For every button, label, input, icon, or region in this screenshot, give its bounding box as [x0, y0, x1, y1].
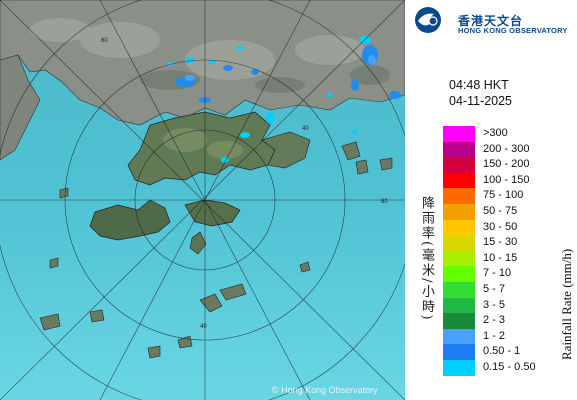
- legend-swatch: [443, 203, 475, 220]
- legend-swatch: [443, 297, 475, 314]
- observation-date: 04-11-2025: [449, 94, 513, 108]
- legend-label: 75 - 100: [483, 189, 524, 202]
- legend-label: 100 - 150: [483, 173, 530, 186]
- range-rings: [0, 0, 405, 400]
- legend-label: 50 - 75: [483, 204, 518, 217]
- legend-swatch: [443, 313, 475, 329]
- hko-logo: 香港天文台 HONG KONG OBSERVATORY: [410, 5, 577, 37]
- legend-label: 150 - 200: [483, 158, 530, 171]
- legend-label: >300: [483, 127, 508, 139]
- observation-time: 04:48 HKT: [449, 78, 509, 92]
- mainland-west: [0, 54, 41, 161]
- legend-label: 1 - 2: [483, 329, 506, 342]
- legend-title-chinese: 降雨率(毫米/小時): [419, 196, 434, 322]
- legend-swatch: [443, 172, 475, 189]
- legend-swatch: [443, 266, 475, 282]
- legend-label: 30 - 50: [483, 220, 518, 233]
- sai-kung-peninsula: [261, 131, 311, 169]
- legend-swatch: [443, 157, 475, 173]
- lamma-island: [189, 231, 207, 255]
- radar-map: 60 40 60 40 © Hong Kong Observatory: [0, 0, 405, 400]
- legend-label: 15 - 30: [483, 236, 518, 249]
- legend-swatch: [443, 188, 475, 204]
- legend-label: 10 - 15: [483, 251, 518, 264]
- legend-label: 5 - 7: [483, 282, 506, 295]
- radar-echoes: [167, 36, 401, 163]
- legend-swatch: [443, 250, 475, 267]
- legend-label: 0.15 - 0.50: [483, 360, 536, 373]
- legend-swatch: [443, 344, 475, 360]
- ring-label: 40: [302, 126, 309, 132]
- legend-label: 0.50 - 1: [483, 345, 521, 358]
- hong-kong-island: [184, 199, 241, 227]
- hko-logo-icon: [415, 7, 441, 33]
- logo-chinese-text: 香港天文台: [458, 14, 524, 28]
- legend-label: 7 - 10: [483, 267, 512, 280]
- legend-panel: 香港天文台 HONG KONG OBSERVATORY 04:48 HKT 04…: [405, 0, 577, 400]
- ring-label: 40: [200, 324, 207, 330]
- legend-swatch: [443, 328, 475, 345]
- legend-swatch: [443, 235, 475, 251]
- legend-swatch: [443, 126, 475, 142]
- ring-label: 60: [101, 38, 108, 44]
- lantau-island: [89, 199, 171, 241]
- logo-english-text: HONG KONG OBSERVATORY: [458, 26, 568, 35]
- legend-label: 3 - 5: [483, 298, 506, 311]
- ring-label: 60: [381, 199, 388, 205]
- legend-label: 200 - 300: [483, 142, 530, 155]
- legend-swatch: [443, 219, 475, 236]
- legend-swatch: [443, 281, 475, 298]
- legend-label: 2 - 3: [483, 314, 506, 327]
- copyright-text: © Hong Kong Observatory: [272, 385, 378, 395]
- legend-swatch: [443, 359, 475, 376]
- outlying-islands: [39, 141, 393, 359]
- legend-swatch: [443, 141, 475, 158]
- legend-title-english: Rainfall Rate (mm/h): [559, 248, 574, 360]
